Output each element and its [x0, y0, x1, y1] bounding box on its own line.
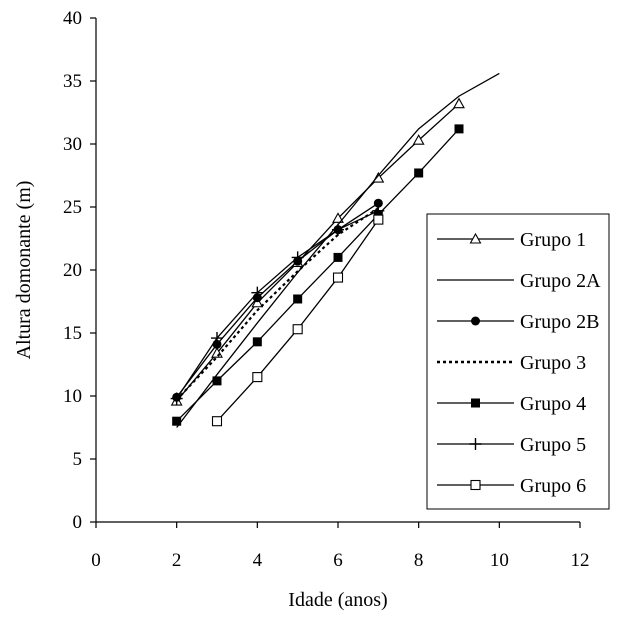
legend-label: Grupo 2A	[520, 270, 601, 292]
data-point	[170, 392, 183, 405]
series-grupo-1	[170, 97, 465, 406]
data-point	[372, 171, 385, 183]
series-line	[176, 103, 460, 402]
data-point	[292, 324, 303, 335]
plot-area: 0 5 10 15 20 25 30 35 40 0 2 4 6 8 10 12	[63, 8, 590, 571]
data-point	[212, 376, 222, 386]
data-point	[454, 124, 464, 134]
series-line	[216, 219, 379, 422]
y-tick-label: 15	[63, 323, 82, 344]
data-point	[414, 168, 424, 178]
data-point	[211, 332, 223, 345]
data-point	[373, 198, 383, 208]
x-tick-label: 12	[571, 550, 590, 571]
data-point	[373, 214, 384, 225]
legend-marker	[471, 316, 480, 326]
data-point	[211, 416, 223, 427]
y-tick-label: 5	[73, 449, 83, 470]
data-point	[172, 416, 182, 426]
data-point	[252, 372, 263, 383]
legend-marker	[469, 438, 482, 450]
series-grupo-3	[175, 207, 379, 401]
data-point	[332, 223, 344, 236]
x-tick-label: 6	[333, 550, 343, 571]
x-axis-title: Idade (anos)	[288, 589, 387, 611]
series-grupo-6	[211, 214, 384, 427]
series-line	[176, 210, 379, 399]
data-point	[333, 252, 343, 262]
legend-label: Grupo 3	[520, 352, 586, 374]
data-point	[252, 337, 262, 347]
legend-label: Grupo 4	[520, 393, 586, 415]
series-layer	[170, 72, 500, 428]
data-point	[293, 294, 303, 304]
data-point	[412, 134, 425, 145]
series-line	[176, 202, 379, 398]
y-tick-label: 40	[63, 8, 82, 29]
legend-marker	[470, 479, 481, 491]
y-ticks: 0 5 10 15 20 25 30 35 40	[63, 8, 96, 533]
series-line	[176, 128, 460, 422]
series-grupo-4	[172, 124, 464, 426]
data-point	[251, 296, 264, 308]
legend-item: Grupo 3	[437, 352, 586, 374]
legend-item: Grupo 1	[437, 229, 586, 251]
data-point	[251, 286, 264, 299]
y-axis-title: Altura domonante (m)	[13, 181, 35, 360]
data-point	[453, 97, 465, 109]
y-tick-label: 10	[63, 386, 82, 407]
legend-item: Grupo 5	[437, 434, 586, 456]
x-tick-label: 2	[172, 550, 182, 571]
x-tick-label: 8	[414, 550, 424, 571]
y-tick-label: 25	[63, 197, 82, 218]
legend-items: Grupo 1 Grupo 2A Grupo 2B Grupo 3 Grupo 4 Gru…	[437, 229, 601, 497]
y-tick-label: 30	[63, 134, 82, 155]
legend-label: Grupo 1	[520, 229, 586, 251]
series-grupo-2b	[172, 198, 383, 402]
legend-item: Grupo 2B	[437, 311, 599, 333]
series-grupo-5	[170, 204, 385, 405]
legend-marker	[471, 398, 480, 408]
legend-marker	[469, 232, 482, 244]
legend-label: Grupo 6	[520, 475, 586, 497]
legend-item: Grupo 2A	[437, 270, 601, 292]
legend-item: Grupo 6	[437, 475, 586, 497]
y-tick-label: 0	[73, 512, 83, 533]
x-ticks: 0 2 4 6 8 10 12	[91, 522, 590, 571]
data-point	[332, 272, 344, 283]
x-tick-label: 4	[253, 550, 263, 571]
legend-label: Grupo 5	[520, 434, 586, 456]
y-tick-label: 20	[63, 260, 82, 281]
y-tick-label: 35	[63, 71, 82, 92]
legend-item: Grupo 4	[437, 393, 586, 415]
series-line	[175, 207, 379, 401]
data-point	[291, 251, 304, 264]
x-tick-label: 10	[490, 550, 509, 571]
data-point	[332, 212, 344, 223]
legend: Grupo 1 Grupo 2A Grupo 2B Grupo 3 Grupo 4 Gru…	[426, 213, 610, 510]
legend-label: Grupo 2B	[520, 311, 599, 333]
x-tick-label: 0	[91, 550, 101, 571]
